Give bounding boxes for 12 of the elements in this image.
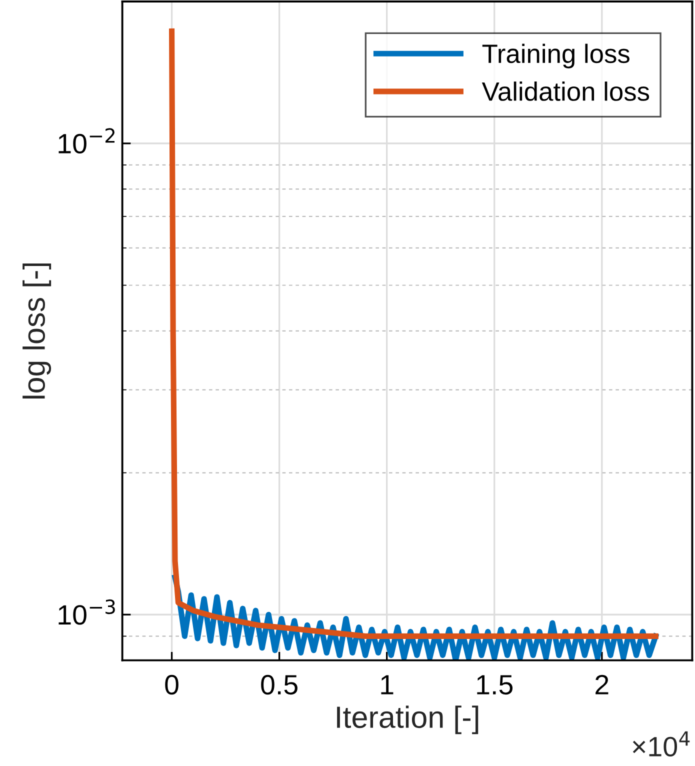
legend-label: Training loss <box>482 44 630 68</box>
text: ×10$^{4}$ <box>632 731 690 756</box>
x-tick-label: 2 <box>596 674 608 694</box>
y-tick-label: 10$^{−3}$ <box>58 599 115 625</box>
x-tick-label: 1 <box>381 675 394 694</box>
legend-label: Validation loss <box>482 82 650 101</box>
y-axis-title: log loss [-] <box>22 263 52 398</box>
y-tick-label: 10$^{−2}$ <box>58 128 115 154</box>
x-axis-title: Iteration [-] <box>337 706 478 734</box>
x-tick-label: 0.5 <box>261 674 298 695</box>
x-tick-label: 1.5 <box>477 675 513 695</box>
x-tick-label: 0 <box>165 674 178 695</box>
